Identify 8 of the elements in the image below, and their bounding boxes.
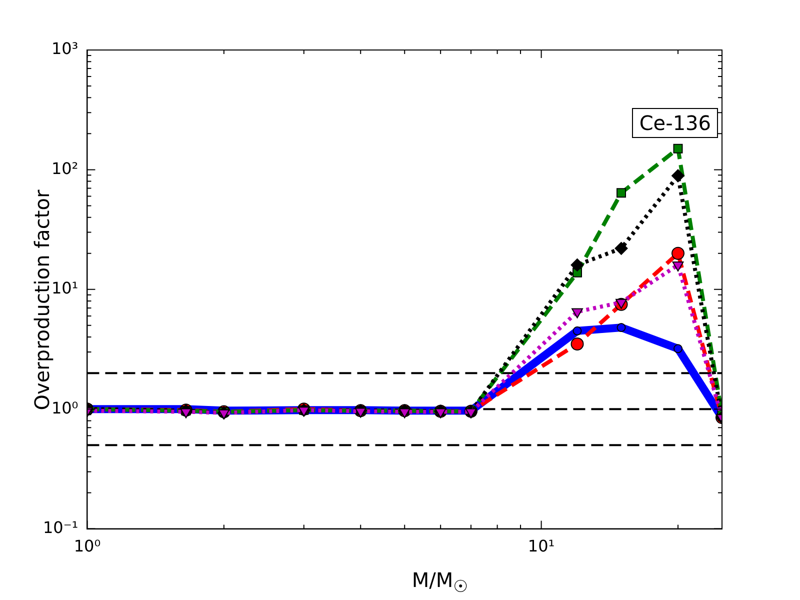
y-tick-label: 10³ xyxy=(51,39,78,58)
y-tick-label: 10¹ xyxy=(51,278,78,298)
y-tick-label: 10⁻¹ xyxy=(43,518,78,537)
y-tick-label: 10⁰ xyxy=(51,398,78,418)
x-axis-title: M/M$_{☉}$ xyxy=(410,568,470,596)
y-axis-title: Overproduction factor xyxy=(30,190,54,410)
annotation: Ce-136 xyxy=(632,108,718,138)
y-tick-label: 10² xyxy=(51,158,78,178)
